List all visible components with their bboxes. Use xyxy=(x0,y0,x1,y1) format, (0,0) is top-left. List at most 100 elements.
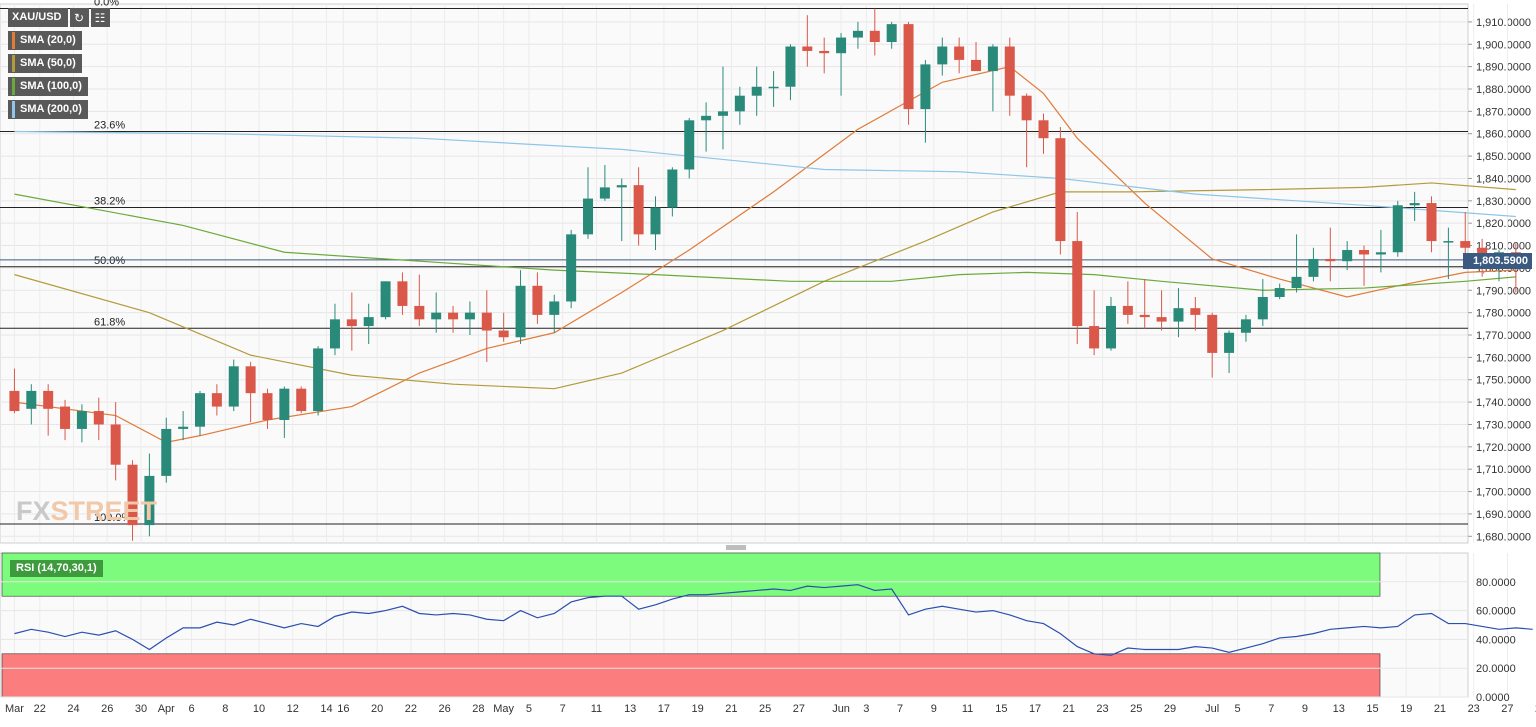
candle-body xyxy=(329,319,340,349)
candle-body xyxy=(734,95,745,112)
symbol-label[interactable]: XAU/USD xyxy=(8,8,68,27)
x-tick-label: 27 xyxy=(793,703,805,715)
price-tick-label: 1,830.0000 xyxy=(1476,196,1531,208)
x-tick-label: 7 xyxy=(1268,703,1274,715)
candle-body xyxy=(228,366,239,407)
fib-label: 50.0% xyxy=(94,255,125,267)
candle-body xyxy=(110,424,121,465)
candle-body xyxy=(1190,308,1201,315)
price-tick-label: 1,680.0000 xyxy=(1476,531,1531,543)
candle-body xyxy=(768,86,779,89)
fib-label: 23.6% xyxy=(94,119,125,131)
x-tick-label: 25 xyxy=(1130,703,1142,715)
legend-sma-100-label: SMA (100,0) xyxy=(20,80,82,92)
candle-body xyxy=(1139,314,1150,318)
candle-body xyxy=(464,312,475,320)
candle-body xyxy=(431,312,442,320)
legend-sma-50-label: SMA (50,0) xyxy=(20,57,76,69)
candle-body xyxy=(852,30,863,38)
candle-body xyxy=(397,281,408,306)
x-tick-label: Mar xyxy=(5,703,24,715)
candle-body xyxy=(43,390,54,409)
candle-body xyxy=(954,46,965,60)
calendar-icon[interactable]: ☷ xyxy=(90,8,110,27)
candle-body xyxy=(448,312,459,320)
candle-body xyxy=(1156,317,1167,322)
candle-body xyxy=(1173,308,1184,322)
x-tick-label: 26 xyxy=(101,703,113,715)
price-tick-label: 1,910.0000 xyxy=(1476,17,1531,29)
candle-body xyxy=(414,305,425,320)
legend-sma-100[interactable]: SMA (100,0) xyxy=(8,77,110,96)
candle-body xyxy=(1308,258,1319,277)
x-tick-label: May xyxy=(493,703,514,715)
x-tick-label: 19 xyxy=(692,703,704,715)
rsi-tick-label: 40.0000 xyxy=(1476,634,1516,646)
x-tick-label: 3 xyxy=(863,703,869,715)
candle-body xyxy=(1072,241,1083,327)
candle-body xyxy=(819,50,830,54)
candle-body xyxy=(1055,138,1066,242)
sma-line xyxy=(14,65,1516,443)
candle-body xyxy=(869,30,880,43)
x-tick-label: 7 xyxy=(560,703,566,715)
candle-body xyxy=(76,411,87,429)
price-tick-label: 1,820.0000 xyxy=(1476,218,1531,230)
rsi-oversold-zone xyxy=(1,653,1381,698)
candle-body xyxy=(684,120,695,170)
price-tick-label: 1,750.0000 xyxy=(1476,375,1531,387)
candle-body xyxy=(751,86,762,96)
x-tick-label: 17 xyxy=(1029,703,1041,715)
candle-body xyxy=(161,428,172,476)
price-tick-label: 1,880.0000 xyxy=(1476,84,1531,96)
candle-body xyxy=(195,393,206,427)
price-tick-label: 1,790.0000 xyxy=(1476,285,1531,297)
candle-body xyxy=(26,390,37,409)
x-tick-label: 28 xyxy=(472,703,484,715)
candle-body xyxy=(1122,305,1133,315)
candle-body xyxy=(1004,46,1015,96)
candle-body xyxy=(1089,326,1100,349)
rsi-label[interactable]: RSI (14,70,30,1) xyxy=(10,560,103,577)
x-tick-label: 29 xyxy=(1164,703,1176,715)
legend-sma-20[interactable]: SMA (20,0) xyxy=(8,31,110,50)
x-tick-label: 15 xyxy=(1366,703,1378,715)
candle-body xyxy=(785,46,796,87)
candle-body xyxy=(515,285,526,338)
x-tick-label: 11 xyxy=(591,703,602,715)
candle-body xyxy=(650,207,661,235)
candle-body xyxy=(717,111,728,116)
x-tick-label: 17 xyxy=(658,703,670,715)
candle-body xyxy=(245,366,256,394)
rsi-line xyxy=(14,584,1533,656)
refresh-icon[interactable]: ↻ xyxy=(69,8,89,27)
candle-body xyxy=(380,281,391,318)
candle-body xyxy=(1443,241,1454,243)
x-tick-label: 27 xyxy=(1501,703,1513,715)
x-tick-label: 14 xyxy=(320,703,332,715)
x-tick-label: 20 xyxy=(371,703,383,715)
candle-body xyxy=(127,464,138,526)
x-tick-label: 26 xyxy=(438,703,450,715)
x-tick-label: 6 xyxy=(189,703,195,715)
x-tick-label: 21 xyxy=(1063,703,1075,715)
candle-body xyxy=(1240,319,1251,333)
legend-sma-50[interactable]: SMA (50,0) xyxy=(8,54,110,73)
x-tick-label: 5 xyxy=(526,703,532,715)
legend: XAU/USD ↻ ☷ SMA (20,0) SMA (50,0) SMA (1… xyxy=(8,8,110,119)
x-tick-label: 9 xyxy=(931,703,937,715)
legend-sma-200[interactable]: SMA (200,0) xyxy=(8,100,110,119)
fib-label: 0.0% xyxy=(94,0,119,8)
price-tick-label: 1,850.0000 xyxy=(1476,151,1531,163)
price-tick-label: 1,900.0000 xyxy=(1476,39,1531,51)
candle-body xyxy=(1257,296,1268,320)
x-tick-label: 22 xyxy=(405,703,417,715)
fib-label: 38.2% xyxy=(94,196,125,208)
price-tick-label: 1,700.0000 xyxy=(1476,487,1531,499)
price-tick-label: 1,720.0000 xyxy=(1476,442,1531,454)
x-tick-label: 12 xyxy=(287,703,299,715)
candle-body xyxy=(144,475,155,526)
price-tick-label: 1,760.0000 xyxy=(1476,352,1531,364)
legend-sma-200-label: SMA (200,0) xyxy=(20,103,82,115)
